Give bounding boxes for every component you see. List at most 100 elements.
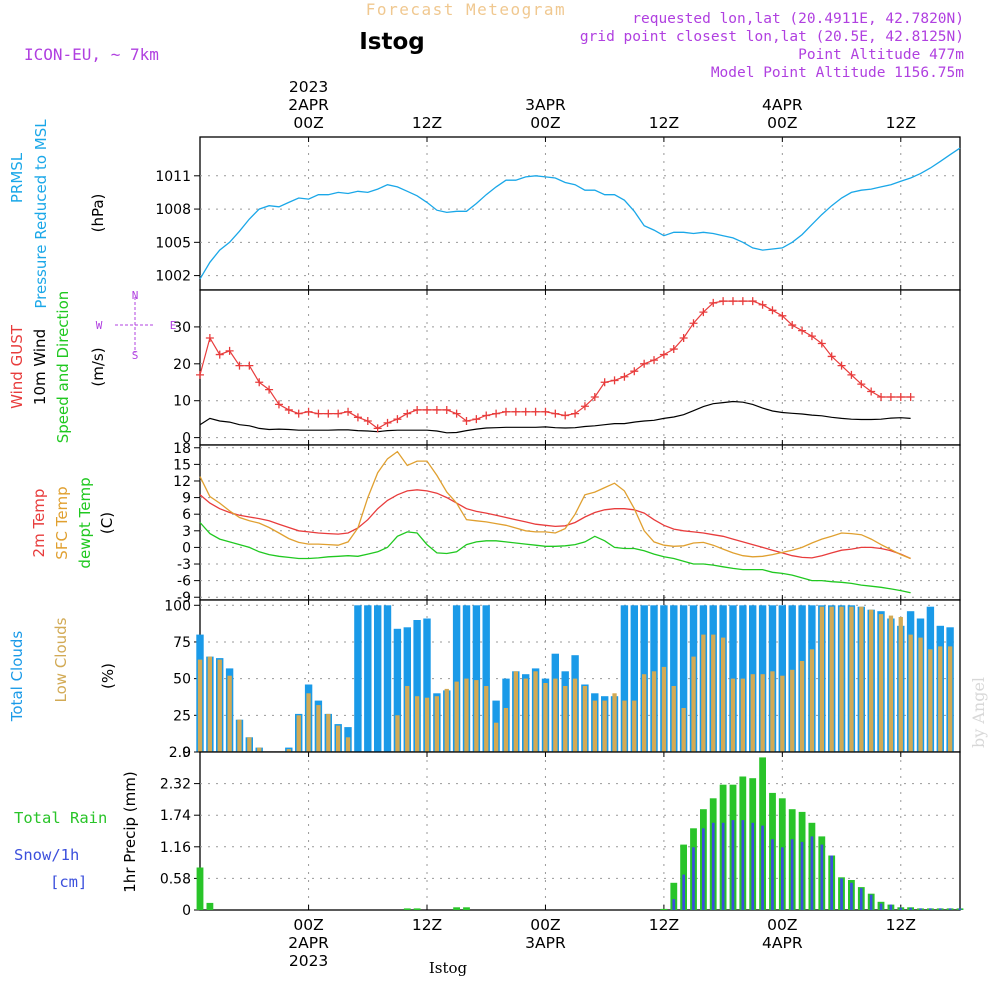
gust-marker: [373, 424, 382, 433]
gust-marker: [304, 407, 313, 416]
gust-marker: [225, 346, 234, 355]
y-tick-label: 1.16: [160, 840, 191, 856]
rain-bar: [463, 907, 470, 910]
y-tick-label: 30: [173, 320, 191, 336]
gust-marker: [738, 297, 747, 306]
rain-bar: [206, 902, 214, 910]
wind-label: 10m Wind: [31, 329, 49, 405]
low-cloud-bar: [395, 715, 400, 752]
gust-marker: [265, 385, 274, 394]
gust-marker: [274, 400, 283, 409]
compass-w: W: [96, 319, 103, 332]
low-cloud-bar: [829, 606, 834, 752]
temperature-labels: 2m Temp SFC Temp dewpt Temp (C): [30, 477, 116, 568]
gust-marker: [413, 405, 422, 414]
low-cloud-bar: [740, 678, 745, 752]
snow-bar: [810, 836, 814, 910]
gust-marker: [511, 407, 520, 416]
snow-bar: [840, 878, 843, 910]
total-cloud-bar: [482, 605, 490, 752]
rain-bar: [660, 908, 668, 910]
y-tick-label: 0: [182, 431, 191, 447]
gust-marker: [699, 308, 708, 317]
gust-marker: [610, 376, 619, 385]
snow-unit-label: [cm]: [50, 873, 87, 891]
low-cloud-bar: [721, 637, 726, 752]
top-time-label: 00Z: [293, 114, 323, 132]
low-cloud-bar: [622, 700, 627, 752]
gust-marker: [807, 332, 816, 341]
snow-bar: [830, 855, 833, 910]
wind-direction-label: Speed and Direction: [54, 291, 72, 444]
low-cloud-bar: [484, 686, 489, 752]
low-cloud-bar: [217, 659, 222, 752]
snow-bar: [948, 908, 952, 910]
y-tick-label: 0.58: [160, 871, 191, 887]
bottom-time-label: 2APR: [288, 934, 329, 952]
low-cloud-bar: [642, 674, 647, 752]
gust-marker: [650, 356, 659, 365]
snow-bar: [899, 907, 903, 910]
gust-marker: [590, 393, 599, 402]
snow-label: Snow/1h: [14, 846, 79, 864]
low-cloud-bar: [257, 747, 262, 752]
low-cloud-bar: [336, 725, 341, 752]
low-cloud-bar: [553, 678, 558, 752]
temp-2m-label: 2m Temp: [30, 489, 48, 558]
gust-marker: [768, 306, 777, 315]
requested-lonlat: requested lon,lat (20.4911E, 42.7820N): [632, 11, 964, 27]
low-cloud-bar: [878, 614, 884, 752]
compass-n: N: [132, 289, 139, 302]
gust-marker: [284, 405, 293, 414]
gust-marker: [501, 407, 510, 416]
bottom-time-label: 12Z: [649, 916, 679, 934]
temp-2m-line: [199, 489, 911, 560]
gust-marker: [719, 297, 728, 306]
gust-marker: [432, 405, 441, 414]
total-cloud-bar: [620, 605, 629, 752]
y-tick-label: 1.74: [160, 808, 191, 824]
panel-frame: [199, 136, 961, 291]
panel-frame: [199, 444, 961, 601]
gust-marker: [531, 407, 540, 416]
y-tick-label: 0: [182, 540, 191, 556]
snow-bar: [741, 820, 745, 910]
y-tick-label: 10: [173, 394, 191, 410]
gust-marker: [709, 298, 718, 307]
precip-labels: 1hr Precip (mm) Total Rain Snow/1h [cm]: [14, 771, 139, 892]
low-cloud-bar: [602, 700, 607, 752]
pressure-line: [199, 147, 961, 280]
snow-bar: [820, 844, 824, 910]
top-time-label: 00Z: [767, 114, 797, 132]
total-cloud-bar: [364, 605, 372, 752]
gust-marker: [521, 407, 530, 416]
gust-marker: [689, 319, 698, 328]
low-cloud-bar: [227, 675, 232, 752]
snow-bar: [682, 874, 685, 910]
total-cloud-bar: [472, 605, 481, 752]
y-tick-label: 25: [173, 708, 191, 724]
gust-marker: [728, 297, 737, 306]
bottom-time-label: 00Z: [530, 916, 560, 934]
snow-bar: [771, 839, 774, 910]
gust-marker: [383, 418, 392, 427]
total-cloud-bar: [452, 605, 461, 752]
gust-marker: [837, 361, 846, 370]
low-cloud-bar: [523, 678, 528, 752]
snow-bar: [919, 908, 922, 910]
panel-frame: [199, 289, 961, 446]
low-cloud-bar: [869, 609, 874, 752]
gust-marker: [472, 415, 481, 424]
low-cloud-bar: [454, 681, 459, 752]
gust-marker: [867, 387, 876, 396]
y-tick-label: 6: [182, 507, 191, 523]
low-cloud-bar: [207, 656, 212, 752]
total-clouds-label: Total Clouds: [8, 631, 26, 723]
snow-bar: [781, 847, 784, 910]
dewpoint-line: [199, 522, 911, 594]
low-cloud-bar: [247, 737, 252, 752]
